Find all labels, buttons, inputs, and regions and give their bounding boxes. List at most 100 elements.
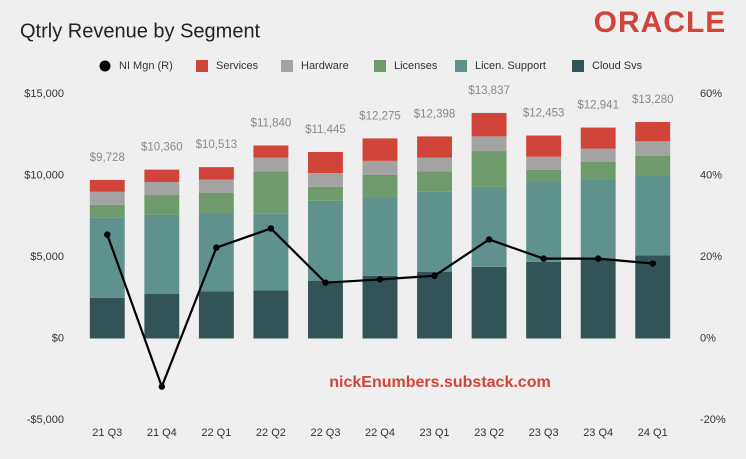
bar-segment — [471, 112, 507, 137]
total-label: $9,728 — [90, 152, 125, 164]
legend-label: Licen. Support — [475, 60, 546, 72]
legend-marker — [572, 60, 584, 72]
total-label: $10,360 — [141, 142, 183, 154]
bar-segment — [417, 191, 452, 272]
total-label: $11,445 — [305, 124, 346, 136]
legend-marker — [455, 60, 467, 72]
bar-segment — [308, 186, 343, 201]
bar-segment — [362, 174, 398, 198]
watermark: nickEnumbers.substack.com — [329, 374, 550, 391]
bar-segment — [362, 275, 398, 339]
bar-segment — [89, 179, 125, 192]
total-label: $12,453 — [523, 108, 565, 120]
x-tick-label: 21 Q4 — [147, 427, 177, 439]
chart-title: Qtrly Revenue by Segment — [20, 20, 261, 42]
bar-segment — [417, 271, 452, 339]
bar-segment — [144, 195, 180, 215]
bar-segment — [198, 179, 234, 193]
legend-marker — [196, 60, 208, 72]
total-label: $12,941 — [577, 100, 619, 112]
bar-segment — [635, 155, 671, 176]
bar-segment — [580, 258, 616, 339]
y-tick-label: $0 — [52, 332, 64, 344]
total-label: $12,275 — [359, 110, 401, 122]
bar-segment — [526, 135, 562, 157]
line-point — [213, 244, 220, 251]
bar-segment — [471, 136, 507, 152]
bar-segment — [198, 167, 234, 180]
line-point — [267, 225, 275, 232]
x-tick-label: 22 Q1 — [201, 427, 231, 439]
bar-segment — [635, 175, 671, 256]
bar-segment — [635, 141, 671, 156]
bar-segment — [89, 297, 125, 339]
y2-tick-label: 0% — [700, 332, 716, 344]
line-point — [594, 255, 602, 262]
y2-tick-label: -20% — [700, 414, 726, 426]
bar-segment — [471, 151, 507, 187]
legend-label: Hardware — [301, 60, 349, 72]
total-label: $11,840 — [251, 118, 292, 130]
x-tick-label: 23 Q1 — [420, 427, 450, 439]
bar-segment — [526, 182, 562, 262]
bar-segment — [417, 171, 452, 192]
legend-label: Cloud Svs — [592, 60, 643, 72]
x-tick-label: 22 Q2 — [256, 427, 286, 439]
bar-segment — [308, 173, 343, 187]
bar-segment — [635, 255, 671, 339]
y-tick-label: $5,000 — [30, 251, 64, 263]
total-label: $13,280 — [632, 94, 674, 106]
bar-segment — [362, 197, 398, 276]
bar-segment — [308, 200, 343, 281]
x-tick-label: 22 Q4 — [365, 427, 395, 439]
bar-segment — [198, 291, 234, 339]
x-tick-label: 23 Q2 — [474, 427, 504, 439]
y-tick-label: $15,000 — [24, 88, 64, 100]
bar-segment — [198, 192, 234, 213]
line-point — [540, 255, 547, 262]
y2-tick-label: 20% — [700, 251, 722, 263]
bar-segment — [580, 179, 616, 259]
legend-marker — [99, 60, 111, 72]
bar-segment — [253, 290, 289, 339]
bar-segment — [417, 157, 452, 172]
bar-segment — [89, 204, 125, 218]
bar-segment — [253, 171, 289, 214]
line-point — [158, 383, 166, 390]
logo: ORACLE — [594, 6, 727, 39]
bar-segment — [362, 138, 398, 161]
x-tick-label: 21 Q3 — [92, 427, 122, 439]
line-point — [104, 231, 111, 238]
bar-segment — [635, 122, 671, 142]
bar-segment — [580, 127, 616, 149]
bar-segment — [580, 161, 616, 180]
bar-segment — [89, 217, 125, 298]
total-label: $12,398 — [414, 108, 456, 120]
line-point — [322, 279, 329, 286]
x-tick-label: 23 Q4 — [583, 427, 613, 439]
bar-segment — [526, 261, 562, 339]
x-tick-label: 24 Q1 — [638, 427, 668, 439]
legend-marker — [374, 60, 386, 72]
bar-segment — [526, 156, 562, 170]
legend-label: Licenses — [394, 60, 438, 72]
legend-label: Services — [216, 60, 259, 72]
bar-segment — [580, 148, 616, 162]
bar-segment — [144, 293, 180, 339]
total-label: $13,837 — [468, 85, 510, 97]
line-point — [649, 260, 656, 267]
bar-segment — [89, 191, 125, 205]
line-point — [431, 272, 438, 279]
bar-segment — [144, 169, 180, 183]
y2-tick-label: 60% — [700, 88, 722, 100]
bar-segment — [144, 214, 180, 294]
line-point — [376, 276, 384, 283]
y2-tick-label: 40% — [700, 169, 722, 181]
bar-segment — [526, 169, 562, 183]
bar-segment — [144, 182, 180, 196]
bar-segment — [362, 160, 398, 175]
total-label: $10,513 — [196, 139, 238, 151]
x-tick-label: 23 Q3 — [529, 427, 559, 439]
bar-segment — [308, 280, 343, 339]
